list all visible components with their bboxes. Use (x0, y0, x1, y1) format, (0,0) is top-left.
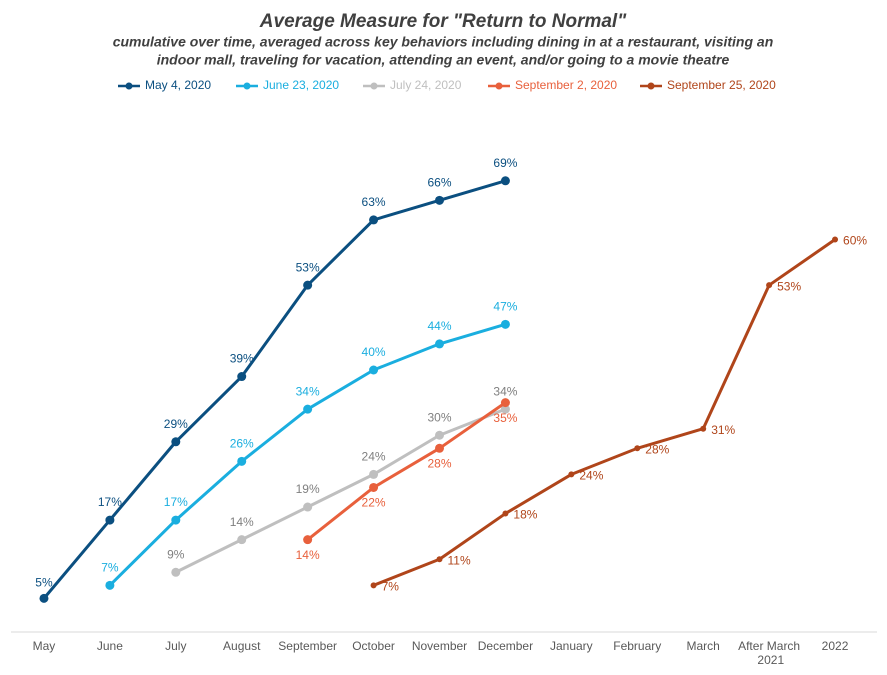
data-label: 31% (711, 423, 735, 437)
data-point (171, 567, 181, 577)
data-label: 7% (101, 560, 119, 574)
data-point (237, 372, 247, 382)
data-point (500, 176, 510, 186)
data-label: 28% (645, 442, 669, 456)
data-label: 60% (843, 234, 867, 248)
data-label: 18% (513, 508, 537, 522)
x-tick-label: September (278, 639, 337, 653)
data-label: 30% (427, 410, 451, 424)
data-point (766, 282, 773, 289)
x-tick-label: October (352, 639, 395, 653)
data-point (303, 502, 313, 512)
data-label: 24% (579, 469, 603, 483)
data-point (435, 430, 444, 440)
data-point (435, 195, 444, 205)
data-label: 14% (296, 548, 320, 562)
chart-subtitle: cumulative over time, averaged across ke… (113, 34, 774, 50)
x-tick-label: May (33, 639, 56, 653)
data-point (303, 535, 313, 545)
x-tick-label: February (613, 639, 661, 653)
data-label: 17% (164, 495, 188, 509)
data-label: 28% (427, 456, 451, 470)
data-point (369, 365, 379, 375)
data-label: 47% (493, 299, 517, 313)
x-tick-label: January (550, 639, 593, 653)
data-label: 53% (296, 260, 320, 274)
data-point (171, 515, 181, 525)
data-point (500, 319, 510, 329)
data-point (369, 469, 379, 479)
data-point (568, 471, 575, 478)
legend-marker (495, 82, 503, 90)
series-line (373, 238, 836, 587)
data-label: 14% (230, 515, 254, 529)
data-point (39, 593, 49, 603)
x-tick-label: March (687, 639, 720, 653)
data-point (700, 425, 707, 432)
data-label: 9% (167, 547, 185, 561)
data-point (435, 443, 444, 453)
data-label: 34% (493, 384, 517, 398)
data-label: 63% (362, 195, 386, 209)
data-label: 5% (35, 576, 53, 590)
data-label: 66% (427, 176, 451, 190)
data-point (436, 556, 443, 563)
data-label: 39% (230, 352, 254, 366)
data-label: 22% (362, 496, 386, 510)
data-point (105, 580, 115, 590)
data-point (370, 582, 377, 589)
data-label: 17% (98, 495, 122, 509)
x-tick-label: June (97, 639, 123, 653)
chart-subtitle: indoor mall, traveling for vacation, att… (157, 52, 730, 68)
data-point (634, 445, 641, 452)
data-label: 19% (296, 482, 320, 496)
legend-marker (125, 82, 133, 90)
data-label: 11% (448, 553, 471, 567)
data-point (303, 404, 313, 414)
data-label: 35% (493, 411, 517, 425)
data-point (237, 456, 247, 466)
x-tick-label: November (412, 639, 467, 653)
x-tick-label: After March 2021 (738, 639, 800, 667)
data-point (369, 215, 379, 225)
data-point (832, 236, 839, 243)
data-label: 44% (427, 319, 451, 333)
data-label: 40% (362, 345, 386, 359)
legend-label: May 4, 2020 (145, 78, 211, 92)
data-label: 26% (230, 437, 254, 451)
chart-title: Average Measure for "Return to Normal" (259, 11, 627, 32)
series-line (306, 401, 507, 541)
data-point (500, 398, 510, 408)
data-point (171, 437, 181, 447)
data-label: 24% (362, 450, 386, 464)
series-line (42, 179, 506, 600)
data-point (105, 515, 115, 525)
series-line (175, 407, 506, 574)
x-tick-label: August (223, 639, 261, 653)
data-point (435, 339, 444, 349)
legend-label: September 25, 2020 (667, 78, 776, 92)
x-tick-label: December (478, 639, 533, 653)
data-point (500, 404, 510, 414)
data-point (303, 280, 313, 290)
data-label: 34% (296, 384, 320, 398)
data-point (237, 535, 247, 545)
legend-label: September 2, 2020 (515, 78, 617, 92)
data-point (369, 482, 379, 492)
legend-marker (647, 82, 655, 90)
data-label: 7% (382, 579, 400, 593)
data-label: 69% (493, 156, 517, 170)
legend-marker (243, 82, 251, 90)
legend-label: July 24, 2020 (390, 78, 462, 92)
data-point (502, 510, 509, 517)
data-label: 53% (777, 279, 801, 293)
legend-label: June 23, 2020 (263, 78, 339, 92)
data-label: 29% (164, 417, 188, 431)
x-tick-label: July (165, 639, 186, 653)
legend-marker (370, 82, 378, 90)
x-tick-label: 2022 (822, 639, 849, 653)
